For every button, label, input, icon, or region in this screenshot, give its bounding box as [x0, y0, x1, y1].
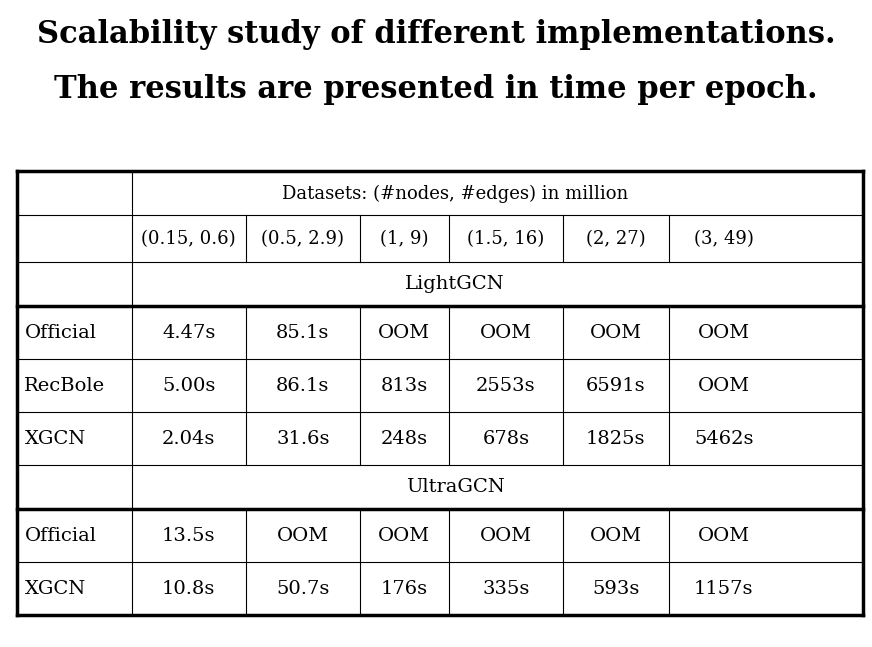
Text: 86.1s: 86.1s [276, 377, 330, 395]
Text: 678s: 678s [482, 430, 529, 448]
Text: 4.47s: 4.47s [162, 324, 215, 342]
Text: 248s: 248s [381, 430, 428, 448]
Text: OOM: OOM [589, 324, 642, 342]
Text: OOM: OOM [589, 527, 642, 545]
Text: Datasets: (#nodes, #edges) in million: Datasets: (#nodes, #edges) in million [282, 184, 629, 203]
Text: OOM: OOM [698, 377, 750, 395]
Text: OOM: OOM [276, 527, 329, 545]
Text: (1.5, 16): (1.5, 16) [467, 230, 544, 248]
Text: Scalability study of different implementations.: Scalability study of different implement… [37, 19, 835, 50]
Text: (0.5, 2.9): (0.5, 2.9) [262, 230, 344, 248]
Text: RecBole: RecBole [24, 377, 106, 395]
Text: 1825s: 1825s [586, 430, 645, 448]
Text: OOM: OOM [378, 324, 431, 342]
Text: UltraGCN: UltraGCN [405, 478, 505, 496]
Text: LightGCN: LightGCN [405, 275, 505, 293]
Text: 1157s: 1157s [694, 580, 753, 598]
Text: 85.1s: 85.1s [276, 324, 330, 342]
Text: 31.6s: 31.6s [276, 430, 330, 448]
Text: XGCN: XGCN [24, 580, 85, 598]
Text: Official: Official [24, 324, 97, 342]
Text: Official: Official [24, 527, 97, 545]
Text: OOM: OOM [378, 527, 431, 545]
Text: 50.7s: 50.7s [276, 580, 330, 598]
Text: (3, 49): (3, 49) [694, 230, 753, 248]
Text: 13.5s: 13.5s [162, 527, 215, 545]
Text: 176s: 176s [381, 580, 428, 598]
Text: OOM: OOM [698, 527, 750, 545]
Text: OOM: OOM [480, 324, 532, 342]
Text: 2553s: 2553s [476, 377, 535, 395]
Text: 5462s: 5462s [694, 430, 753, 448]
Text: XGCN: XGCN [24, 430, 85, 448]
Text: (1, 9): (1, 9) [380, 230, 429, 248]
Text: 10.8s: 10.8s [162, 580, 215, 598]
Text: OOM: OOM [480, 527, 532, 545]
Text: 6591s: 6591s [586, 377, 645, 395]
Text: (0.15, 0.6): (0.15, 0.6) [141, 230, 236, 248]
Text: 5.00s: 5.00s [162, 377, 215, 395]
Text: OOM: OOM [698, 324, 750, 342]
Text: 593s: 593s [592, 580, 639, 598]
Text: 2.04s: 2.04s [162, 430, 215, 448]
Text: 335s: 335s [482, 580, 529, 598]
Text: (2, 27): (2, 27) [586, 230, 645, 248]
Text: 813s: 813s [381, 377, 428, 395]
Text: The results are presented in time per epoch.: The results are presented in time per ep… [54, 74, 818, 105]
